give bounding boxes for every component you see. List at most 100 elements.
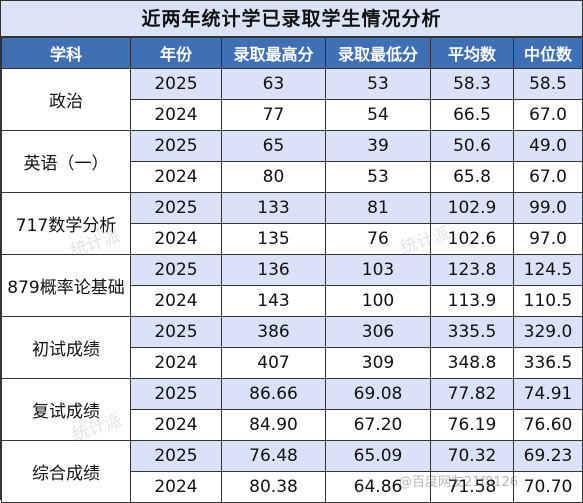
cell-subject: 复试成绩 — [1, 378, 131, 441]
cell-min: 39 — [325, 130, 431, 162]
cell-median: 99.0 — [513, 192, 583, 224]
cell-avg: 71.58 — [430, 471, 514, 503]
cell-subject: 717数学分析 — [1, 192, 131, 255]
cell-year: 2025 — [130, 316, 222, 348]
cell-year: 2024 — [130, 347, 222, 379]
cell-median: 74.91 — [513, 378, 583, 410]
cell-avg: 76.19 — [430, 409, 514, 441]
cell-max: 76.48 — [221, 440, 326, 472]
header-median: 中位数 — [513, 37, 583, 69]
cell-max: 65 — [221, 130, 326, 162]
cell-min: 306 — [325, 316, 431, 348]
cell-max: 84.90 — [221, 409, 326, 441]
cell-max: 143 — [221, 285, 326, 317]
table-row: 2024 407 309 348.8 336.5 — [2, 347, 583, 379]
cell-avg: 113.9 — [430, 285, 514, 317]
cell-min: 64.86 — [325, 471, 431, 503]
table-row: 2024 80.38 64.86 71.58 70.70 — [2, 471, 583, 503]
cell-min: 76 — [325, 223, 431, 255]
cell-median: 58.5 — [513, 68, 583, 100]
table-row: 2024 77 54 66.5 67.0 — [2, 99, 583, 131]
cell-max: 63 — [221, 68, 326, 100]
cell-year: 2024 — [130, 223, 222, 255]
header-subject: 学科 — [1, 37, 131, 69]
table-row: 2024 84.90 67.20 76.19 76.60 — [2, 409, 583, 441]
cell-min: 100 — [325, 285, 431, 317]
cell-avg: 123.8 — [430, 254, 514, 286]
cell-subject: 初试成绩 — [1, 316, 131, 379]
cell-median: 76.60 — [513, 409, 583, 441]
cell-max: 407 — [221, 347, 326, 379]
cell-min: 53 — [325, 161, 431, 193]
cell-avg: 102.6 — [430, 223, 514, 255]
cell-avg: 66.5 — [430, 99, 514, 131]
cell-min: 67.20 — [325, 409, 431, 441]
cell-year: 2025 — [130, 378, 222, 410]
cell-subject: 综合成绩 — [1, 440, 131, 503]
cell-year: 2024 — [130, 471, 222, 503]
table-row: 英语（一） 2025 65 39 50.6 49.0 — [1, 130, 583, 193]
cell-year: 2025 — [130, 68, 222, 100]
cell-min: 81 — [325, 192, 431, 224]
cell-avg: 70.32 — [430, 440, 514, 472]
cell-median: 49.0 — [513, 130, 583, 162]
cell-subject: 政治 — [1, 68, 131, 131]
cell-year: 2024 — [130, 409, 222, 441]
cell-avg: 58.3 — [430, 68, 514, 100]
cell-median: 70.70 — [513, 471, 583, 503]
cell-avg: 77.82 — [430, 378, 514, 410]
cell-max: 136 — [221, 254, 326, 286]
cell-min: 309 — [325, 347, 431, 379]
cell-median: 67.0 — [513, 161, 583, 193]
table-row: 政治 2025 63 53 58.3 58.5 — [1, 68, 583, 131]
cell-max: 80 — [221, 161, 326, 193]
cell-year: 2024 — [130, 285, 222, 317]
cell-median: 336.5 — [513, 347, 583, 379]
cell-year: 2025 — [130, 192, 222, 224]
header-max: 录取最高分 — [221, 37, 326, 69]
header-row: 学科 年份 录取最高分 录取最低分 平均数 中位数 — [1, 37, 583, 69]
cell-max: 133 — [221, 192, 326, 224]
cell-year: 2025 — [130, 440, 222, 472]
table-row: 复试成绩 2025 86.66 69.08 77.82 74.91 — [1, 378, 583, 441]
cell-avg: 335.5 — [430, 316, 514, 348]
cell-median: 67.0 — [513, 99, 583, 131]
cell-avg: 50.6 — [430, 130, 514, 162]
cell-min: 103 — [325, 254, 431, 286]
cell-max: 86.66 — [221, 378, 326, 410]
header-avg: 平均数 — [430, 37, 514, 69]
cell-avg: 102.9 — [430, 192, 514, 224]
header-min: 录取最低分 — [325, 37, 431, 69]
cell-min: 54 — [325, 99, 431, 131]
table-row: 综合成绩 2025 76.48 65.09 70.32 69.23 — [1, 440, 583, 503]
cell-median: 97.0 — [513, 223, 583, 255]
table-row: 2024 143 100 113.9 110.5 — [2, 285, 583, 317]
cell-median: 69.23 — [513, 440, 583, 472]
cell-year: 2025 — [130, 130, 222, 162]
table-title: 近两年统计学已录取学生情况分析 — [1, 1, 582, 37]
cell-min: 53 — [325, 68, 431, 100]
table-row: 2024 135 76 102.6 97.0 — [2, 223, 583, 255]
cell-avg: 348.8 — [430, 347, 514, 379]
cell-year: 2024 — [130, 99, 222, 131]
admission-stats-table: 学科 年份 录取最高分 录取最低分 平均数 中位数 政治 2025 63 53 58.3… — [1, 37, 583, 503]
cell-avg: 65.8 — [430, 161, 514, 193]
cell-subject: 英语（一） — [1, 130, 131, 193]
header-year: 年份 — [130, 37, 222, 69]
cell-max: 135 — [221, 223, 326, 255]
cell-median: 124.5 — [513, 254, 583, 286]
cell-min: 65.09 — [325, 440, 431, 472]
cell-year: 2024 — [130, 161, 222, 193]
cell-year: 2025 — [130, 254, 222, 286]
cell-min: 69.08 — [325, 378, 431, 410]
cell-max: 80.38 — [221, 471, 326, 503]
cell-subject: 879概率论基础 — [1, 254, 131, 317]
table-row: 717数学分析 2025 133 81 102.9 99.0 — [1, 192, 583, 255]
cell-max: 77 — [221, 99, 326, 131]
table-row: 879概率论基础 2025 136 103 123.8 124.5 — [1, 254, 583, 317]
cell-median: 110.5 — [513, 285, 583, 317]
cell-max: 386 — [221, 316, 326, 348]
table-row: 初试成绩 2025 386 306 335.5 329.0 — [1, 316, 583, 379]
table-row: 2024 80 53 65.8 67.0 — [2, 161, 583, 193]
